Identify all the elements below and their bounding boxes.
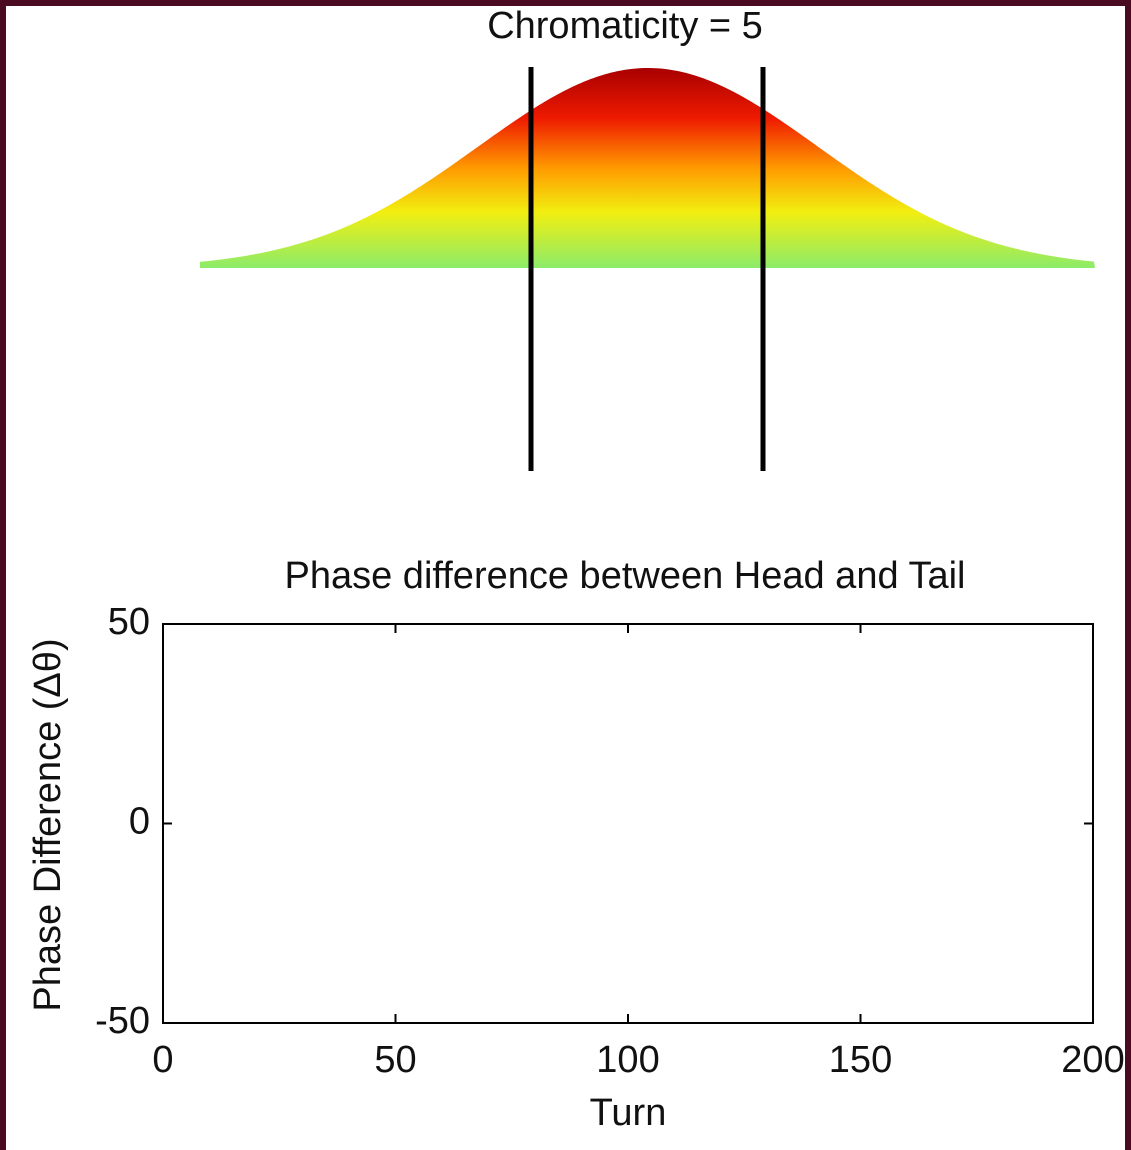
y-tick-label: 0 (129, 801, 150, 843)
profile-title: Chromaticity = 5 (487, 5, 763, 47)
plot-area (162, 623, 1094, 1024)
chart-title: Phase difference between Head and Tail (285, 555, 966, 597)
bunch-profile (200, 68, 1095, 268)
x-tick-label: 150 (829, 1039, 892, 1081)
x-axis-label: Turn (590, 1092, 667, 1134)
y-axis-label: Phase Difference (Δθ) (27, 638, 69, 1011)
x-tick-label: 200 (1061, 1039, 1124, 1081)
y-tick-label: -50 (95, 1000, 150, 1042)
y-tick-label: 50 (108, 601, 150, 643)
x-tick-label: 100 (596, 1039, 659, 1081)
x-tick-label: 0 (152, 1039, 173, 1081)
x-tick-label: 50 (374, 1039, 416, 1081)
